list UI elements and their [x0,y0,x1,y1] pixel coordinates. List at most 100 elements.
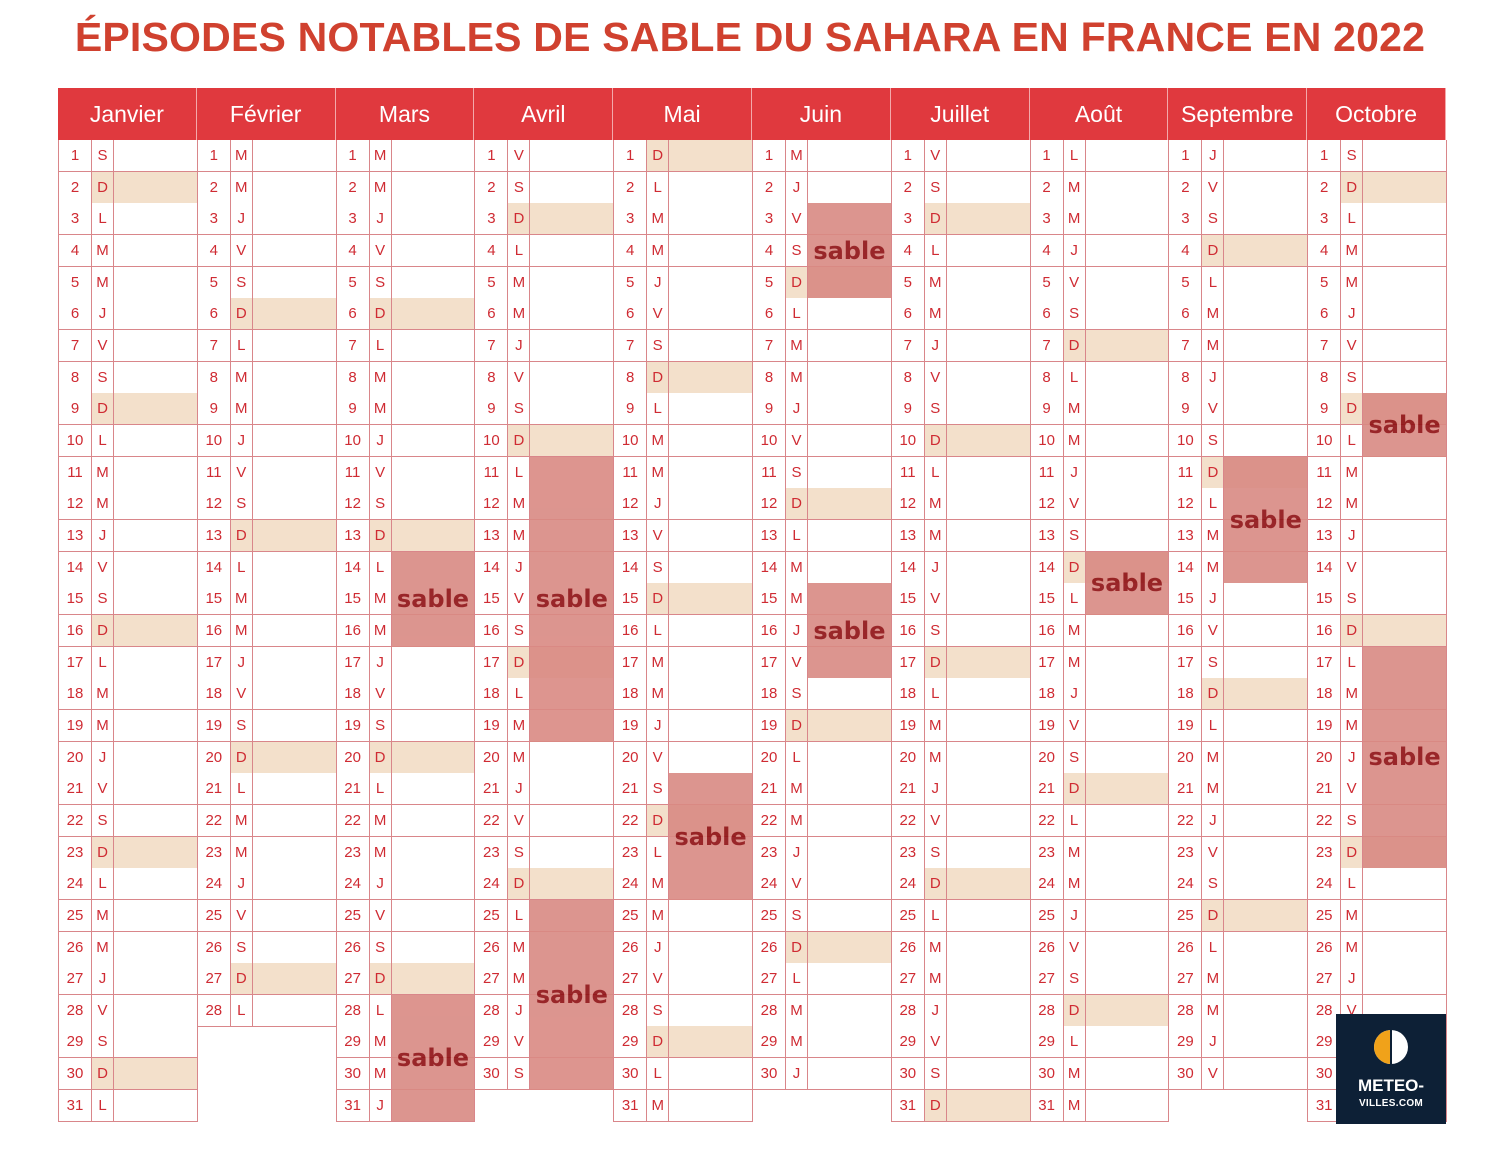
day-number: 6 [753,298,786,330]
day-number: 19 [475,709,509,741]
day-number: 13 [1169,519,1203,551]
weekday-letter: L [1064,361,1086,393]
day-cell [1363,963,1446,994]
day-cell [391,519,475,551]
day-row: 23 J [752,836,892,869]
day-number: 7 [337,329,370,361]
day-number: 1 [892,140,925,171]
day-row: 30 M [1029,1058,1170,1091]
day-cell [1224,963,1307,994]
day-row: 31 D [890,1089,1031,1122]
day-cell [114,520,197,551]
weekday-letter: J [231,424,253,456]
day-row: 30 J [752,1058,892,1091]
day-number: 4 [753,234,786,266]
day-cell [253,805,336,836]
weekday-letter: L [1202,266,1225,298]
weekday-letter: M [370,583,392,615]
day-row: 24 J [196,868,337,901]
weekday-letter: S [1202,646,1225,678]
month-column-octobre: Octobre 1 S 2 D 3 L 4 M 5 M 6 J 7 V 8 S 9 D 10 L 11 M 12 M 13 J 14 V… [1307,88,1447,1125]
day-row: 19 J [613,709,753,742]
weekday-letter: M [1341,931,1364,963]
day-number: 10 [198,424,231,456]
day-cell [252,741,336,773]
weekday-letter: J [231,203,253,235]
day-number: 13 [198,519,231,551]
day-row: 13 D [335,519,476,552]
day-cell [947,995,1030,1026]
day-row: 11 S [752,456,892,489]
weekday-letter: S [1341,361,1364,393]
weekday-letter: D [1202,899,1225,931]
month-header: Avril [474,88,614,140]
weekday-letter: V [925,583,947,615]
day-row: 15 S [58,583,198,616]
day-number: 29 [59,1026,92,1058]
sable-label: sable [396,585,470,614]
day-number: 29 [614,1026,648,1058]
day-row: 25 L [890,899,1031,932]
weekday-letter: D [924,868,947,900]
day-number: 7 [892,329,925,361]
weekday-letter: M [1064,614,1086,646]
day-cell [808,552,891,583]
weekday-letter: J [786,393,808,425]
weekday-letter: J [370,1089,392,1121]
day-number: 4 [1169,234,1203,266]
weekday-letter: M [1064,868,1086,900]
weekday-letter: J [231,868,253,900]
day-cell [669,900,752,931]
day-number: 17 [1031,646,1064,678]
weekday-letter: M [1064,1058,1086,1090]
day-number: 5 [892,266,925,298]
month-header: Février [196,88,336,140]
day-number: 10 [59,424,92,456]
day-number: 5 [1031,266,1064,298]
day-row: 12 S [335,488,476,521]
weekday-letter: M [92,709,114,741]
day-row: 22 V [890,804,1031,837]
weekday-letter: D [508,203,531,235]
day-number: 19 [753,709,786,741]
day-cell [669,1026,752,1058]
weekday-letter: M [647,1089,670,1121]
day-row: 23 S [890,836,1031,869]
day-cell [114,647,197,678]
day-cell [530,362,613,393]
weekday-letter: S [370,488,392,520]
weekday-letter: M [1341,899,1364,931]
day-number: 9 [753,393,786,425]
day-row: 24 L [1307,868,1447,901]
day-cell [114,614,197,646]
day-number: 11 [1031,456,1064,488]
weekday-letter: M [1064,203,1086,235]
day-number: 20 [1031,741,1064,773]
weekday-letter: L [1341,646,1364,678]
day-number: 2 [614,171,648,203]
weekday-letter: M [1341,678,1364,710]
day-row: 28 J [890,994,1031,1027]
day-cell [1224,140,1307,171]
day-row: 11 J [1029,456,1170,489]
day-number: 26 [892,931,925,963]
weekday-letter: V [1202,614,1225,646]
weekday-letter: S [1202,424,1225,456]
day-number: 14 [753,551,786,583]
day-cell [808,931,891,963]
weekday-letter: L [786,741,808,773]
day-number: 3 [753,203,786,235]
weekday-letter: V [647,963,670,995]
day-cell [808,805,891,836]
day-row: 31 M [1029,1089,1170,1122]
day-row: 30 L [613,1058,753,1091]
